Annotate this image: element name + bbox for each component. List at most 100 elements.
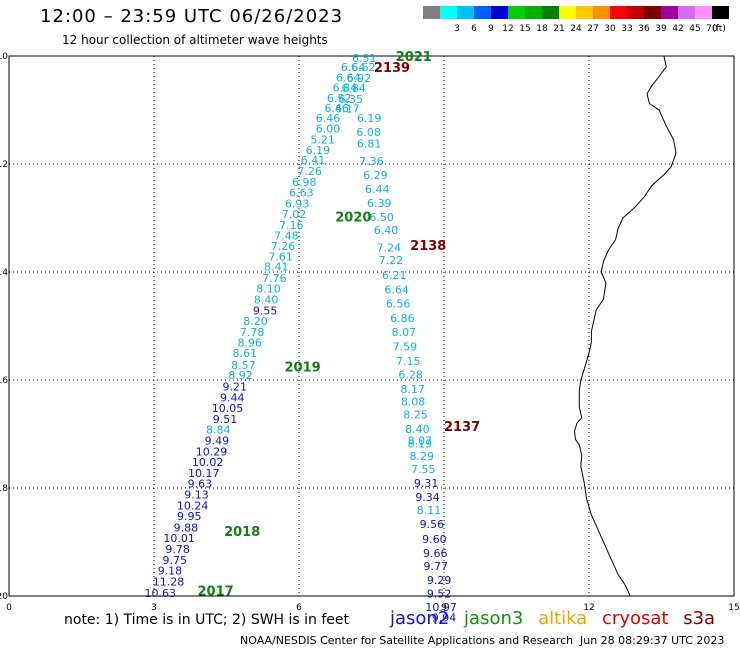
wave-height-value: 9.52 [427,587,452,600]
wave-height-value: 9.44 [220,391,245,404]
wave-height-value: 5.21 [310,134,335,147]
wave-height-value: 6.84 [333,81,358,94]
scale-unit: (ft) [712,24,726,34]
x-tick-label: 6 [296,603,302,613]
scale-label: 21 [553,24,564,34]
generation-timestamp: Jun 28 08:29:37 UTC 2023 [580,634,725,647]
pass-number-label: 2020 [335,210,371,225]
y-tick-label: -10 [0,52,8,62]
wave-height-value: 7.76 [262,272,287,285]
wave-height-value: 8.19 [408,438,433,451]
scale-label: 33 [621,24,632,34]
wave-height-value: 9.56 [420,518,445,531]
wave-height-value: 6.51 [352,52,377,65]
pass-number-label: 2021 [396,50,432,65]
wave-height-value: 8.08 [401,396,426,409]
wave-height-value: 8.17 [400,383,425,396]
wave-height-value: 8.40 [254,294,279,307]
scale-label: 15 [519,24,530,34]
y-tick-label: -16 [0,376,8,386]
map-frame [8,55,735,597]
wave-height-value: 6.84 [341,82,366,95]
wave-height-value: 10.17 [188,467,220,480]
wave-height-value: 6.19 [357,112,382,125]
wave-height-value: 7.26 [297,165,322,178]
scale-label: 18 [536,24,548,34]
scale-swatch [423,6,440,19]
wave-height-value: 7.61 [268,250,293,263]
wave-height-value: 8.92 [228,369,253,382]
scale-swatch [610,6,627,19]
wave-height-value: 10.02 [192,456,224,469]
wave-height-value: 8.07 [392,326,417,339]
scale-label: 27 [587,24,598,34]
y-tick-label: -12 [0,160,8,170]
scale-swatch [695,6,712,19]
pass-number-label: 2138 [410,239,446,254]
wave-height-value: 8.25 [403,409,428,422]
wave-height-value: 6.81 [357,137,382,150]
wave-height-value: 7.36 [359,155,384,168]
credit-footer: NOAA/NESDIS Center for Satellite Applica… [240,634,574,647]
wave-height-value: 6.64 [336,72,361,85]
pass-number-label: 2139 [374,61,410,76]
wave-height-value: 9.88 [174,521,199,534]
scale-swatch [678,6,695,19]
x-tick-label: 12 [583,603,594,613]
wave-height-value: 6.52 [327,92,352,105]
map-title: 12:00 – 23:59 UTC 06/26/2023 [40,6,344,27]
wave-height-value: 8.20 [243,315,268,328]
wave-height-value: 9.55 [253,304,278,317]
wave-height-value: 9.13 [184,488,209,501]
wave-height-value: 7.78 [240,326,265,339]
x-tick-label: 15 [728,603,739,613]
wave-height-value: 10.63 [145,587,177,600]
scale-label: 9 [488,24,494,34]
scale-swatch [627,6,644,19]
wave-height-value: 6.93 [285,197,310,210]
wave-height-value: 8.57 [231,359,256,372]
wave-height-value: 9.31 [414,477,439,490]
scale-label: 6 [471,24,477,34]
scale-label: 12 [502,24,513,34]
wave-height-color-scale: 3 6 9 12 15 18 21 24 27 30 33 36 39 42 45 70(ft) [423,6,729,34]
scale-swatch [508,6,525,19]
satellite-jason2: jason2 [390,608,450,629]
wave-height-value: 6.46 [316,112,341,125]
wave-height-value: 7.24 [377,242,402,255]
wave-height-value: 6.50 [369,211,394,224]
wave-height-value: 6.21 [382,269,407,282]
satellite-jason3: jason3 [464,608,524,629]
wave-height-value: 6.29 [363,169,388,182]
wave-height-value: 6.40 [374,224,399,237]
wave-height-value: 9.94 [432,612,457,625]
scale-label: 3 [454,24,460,34]
wave-height-value: 9.51 [213,413,238,426]
wave-height-value: 9.95 [177,510,202,523]
scale-swatch [559,6,576,19]
wave-height-value: 6.92 [347,72,372,85]
scale-swatch [661,6,678,19]
wave-height-value: 7.59 [393,341,418,354]
x-tick-label: 3 [151,603,157,613]
wave-height-value: 7.55 [411,463,436,476]
scale-label: 45 [689,24,700,34]
scale-swatch [542,6,559,19]
wave-height-value: 10.29 [196,445,228,458]
wave-height-value: 6.00 [316,122,341,135]
scale-swatch [576,6,593,19]
wave-height-value: 6.19 [306,144,331,157]
wave-height-value: 8.84 [206,424,231,437]
coastline [573,55,677,597]
satellite-s3a: s3a [683,608,716,629]
scale-swatch [525,6,542,19]
wave-height-value: 6.63 [289,187,314,200]
wave-height-value: 9.21 [222,380,247,393]
wave-height-value: 6.64 [384,283,409,296]
wave-height-value: 10.24 [177,499,209,512]
y-tick-label: -14 [0,268,8,278]
satellite-cryosat: cryosat [602,608,669,629]
scale-swatch [440,6,457,19]
wave-height-value: 6.86 [390,312,415,325]
wave-height-value: 8.96 [237,337,262,350]
